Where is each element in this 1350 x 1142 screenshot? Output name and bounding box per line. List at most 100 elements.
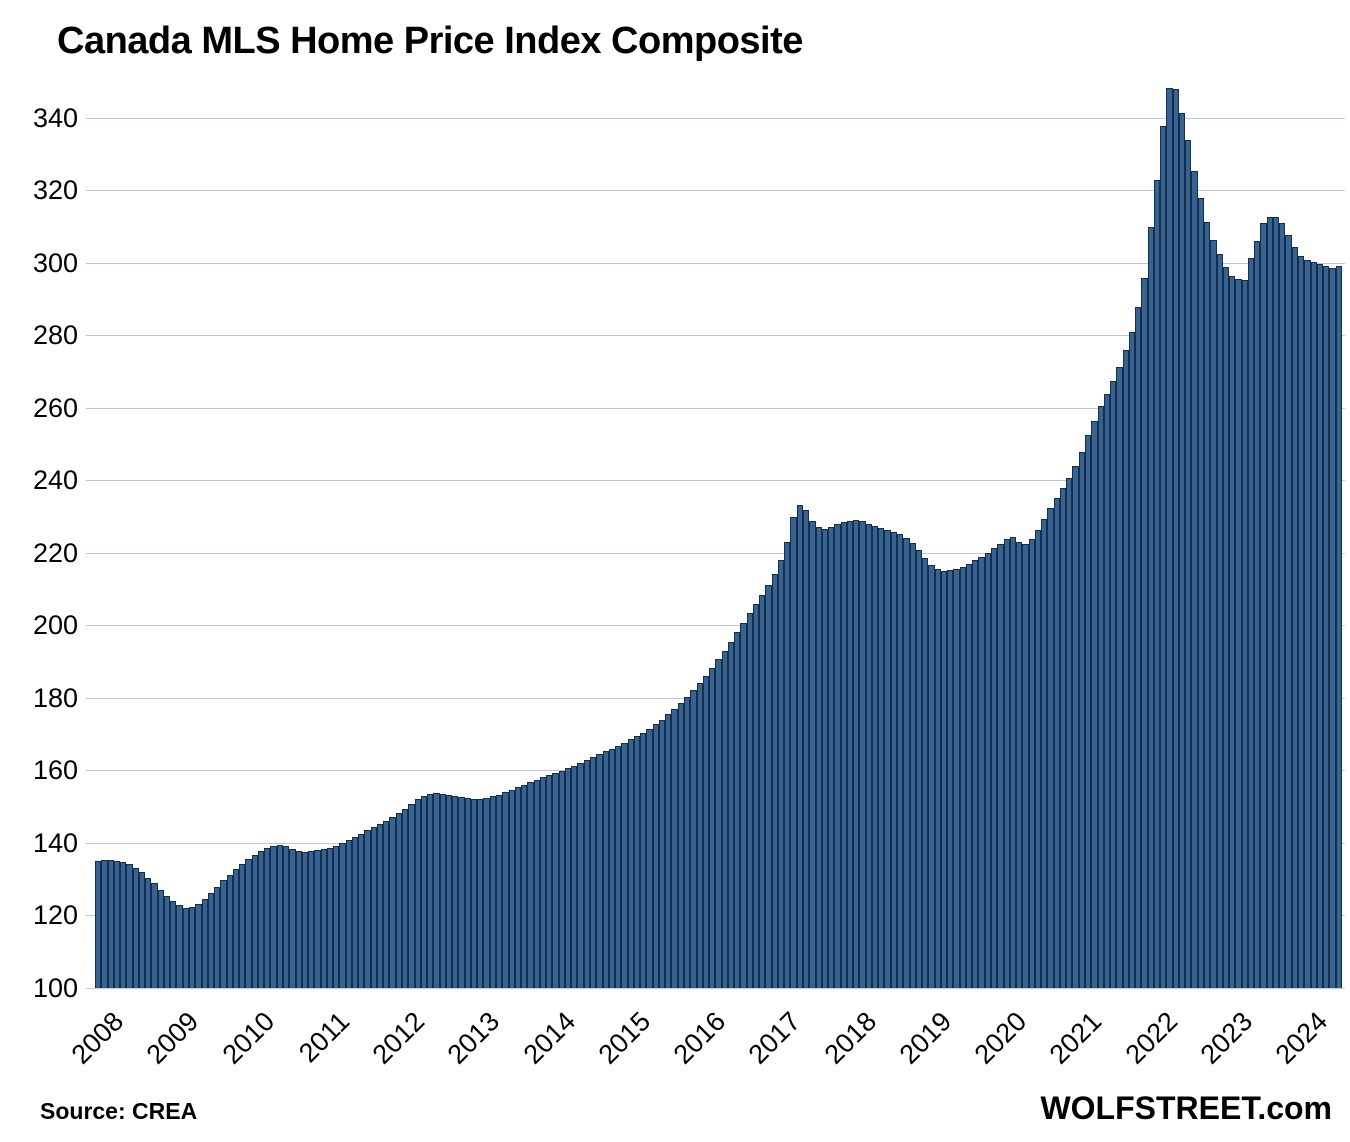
bar-month-36 <box>320 849 327 988</box>
y-tick-label-240: 240 <box>32 465 78 496</box>
bar-month-80 <box>596 754 603 988</box>
bar-month-164 <box>1122 350 1129 988</box>
bar-month-37 <box>326 848 334 988</box>
gridline-340 <box>86 117 1345 119</box>
bar-month-166 <box>1135 306 1142 988</box>
bar-month-32 <box>295 851 302 988</box>
bar-month-46 <box>383 820 390 988</box>
bar-month-198 <box>1335 266 1342 988</box>
bar-month-143 <box>990 547 998 988</box>
bar-month-83 <box>615 745 622 988</box>
gridline-220 <box>86 552 1345 554</box>
bar-month-5 <box>126 864 133 988</box>
bar-month-63 <box>489 796 496 988</box>
wolfstreet-branding: WOLFSTREET.com <box>1040 1090 1332 1126</box>
bar-month-85 <box>627 739 634 988</box>
bar-month-67 <box>514 787 522 988</box>
bar-month-35 <box>314 850 321 988</box>
bar-month-184 <box>1247 258 1255 988</box>
bar-month-194 <box>1310 262 1317 988</box>
bar-month-74 <box>558 770 565 988</box>
bar-month-174 <box>1185 140 1192 988</box>
bar-month-147 <box>1016 542 1023 988</box>
bar-month-27 <box>264 847 271 988</box>
bar-month-170 <box>1160 125 1167 988</box>
bar-month-91 <box>665 714 672 988</box>
bar-month-181 <box>1229 276 1236 988</box>
bar-month-192 <box>1298 256 1305 988</box>
bar-month-10 <box>157 889 164 988</box>
bar-month-140 <box>972 560 979 988</box>
bar-month-66 <box>508 789 515 988</box>
y-tick-label-180: 180 <box>32 682 78 713</box>
bar-month-33 <box>301 851 309 988</box>
bar-month-1 <box>101 860 108 988</box>
bar-month-60 <box>470 798 478 988</box>
bar-month-176 <box>1197 198 1205 988</box>
bar-month-152 <box>1047 507 1054 988</box>
bar-month-56 <box>445 795 453 988</box>
bar-month-186 <box>1260 223 1267 988</box>
bar-month-92 <box>671 709 678 988</box>
bar-month-44 <box>370 827 377 988</box>
bar-month-189 <box>1279 223 1286 988</box>
bar-month-4 <box>120 861 127 988</box>
bar-month-109 <box>777 560 785 988</box>
bar-month-146 <box>1009 536 1017 988</box>
bar-month-2 <box>107 859 114 988</box>
bar-month-159 <box>1091 420 1098 988</box>
bar-month-133 <box>928 564 935 988</box>
bar-month-107 <box>765 584 772 988</box>
bar-month-47 <box>389 817 396 988</box>
bar-month-175 <box>1191 170 1198 988</box>
bar-month-94 <box>683 696 691 988</box>
bar-month-113 <box>803 510 810 988</box>
bar-month-17 <box>201 898 208 988</box>
bar-month-169 <box>1153 180 1161 988</box>
y-tick-label-200: 200 <box>32 610 78 641</box>
bar-month-25 <box>251 855 258 988</box>
bar-month-22 <box>232 869 240 988</box>
bar-month-49 <box>402 808 409 988</box>
x-tick-label-2020: 2020 <box>968 1006 1033 1070</box>
y-tick-label-260: 260 <box>32 392 78 423</box>
bar-month-40 <box>345 840 352 988</box>
bar-month-144 <box>997 543 1004 988</box>
bar-month-187 <box>1266 217 1273 988</box>
bar-month-58 <box>458 797 465 988</box>
bar-month-30 <box>282 846 290 988</box>
bar-month-54 <box>433 793 440 988</box>
bar-month-29 <box>276 844 283 988</box>
y-tick-label-320: 320 <box>32 175 78 206</box>
bar-month-119 <box>840 522 847 988</box>
bar-month-128 <box>897 534 904 988</box>
bar-month-98 <box>709 667 716 988</box>
bar-month-112 <box>796 504 804 988</box>
bar-month-130 <box>909 543 916 988</box>
bar-month-59 <box>464 798 471 988</box>
bar-month-81 <box>602 751 609 988</box>
y-tick-label-120: 120 <box>32 900 78 931</box>
bar-month-50 <box>408 803 415 988</box>
bar-month-171 <box>1166 88 1173 988</box>
y-tick-label-340: 340 <box>32 102 78 133</box>
bar-month-93 <box>677 702 684 988</box>
bar-month-48 <box>395 813 403 988</box>
bar-month-102 <box>734 632 741 988</box>
bar-month-43 <box>364 830 371 988</box>
bar-month-8 <box>145 877 152 988</box>
bar-month-18 <box>207 892 215 988</box>
bar-month-70 <box>533 779 540 988</box>
bar-month-161 <box>1103 393 1111 988</box>
x-tick-label-2018: 2018 <box>818 1006 882 1070</box>
bar-month-62 <box>483 797 490 988</box>
bar-month-195 <box>1316 264 1324 988</box>
bar-month-39 <box>339 843 346 988</box>
bar-month-21 <box>226 874 233 988</box>
y-tick-label-140: 140 <box>32 827 78 858</box>
bar-month-19 <box>214 886 221 988</box>
bar-month-132 <box>922 557 929 988</box>
bar-month-125 <box>878 527 885 988</box>
bar-month-197 <box>1329 267 1336 988</box>
